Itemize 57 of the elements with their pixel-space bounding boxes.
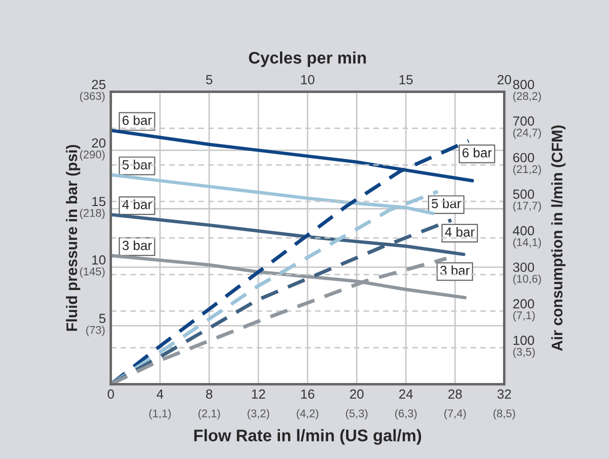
y-tick-label: 20 xyxy=(92,138,106,148)
x-tick-label: 28 xyxy=(448,389,462,399)
x2-tick-label: 10 xyxy=(301,74,314,84)
y-tick-label: 5 xyxy=(99,314,106,324)
text: (1,1) xyxy=(149,409,171,420)
text: (14,1) xyxy=(513,238,541,248)
series-label: 4 bar xyxy=(122,200,152,210)
text: (4,2) xyxy=(296,409,318,420)
y2-tick-label: 400 xyxy=(512,226,534,236)
series-label: 5 bar xyxy=(122,160,152,170)
text: (3,5) xyxy=(513,348,535,358)
x-tick-label: 0 xyxy=(108,389,114,399)
text: (8,5) xyxy=(494,409,515,420)
text: (7,1) xyxy=(513,311,535,322)
text: (24,7) xyxy=(513,128,541,139)
y-tick-label: 10 xyxy=(92,255,106,265)
x2-tick-label: 20 xyxy=(498,74,512,84)
series-label: 6 bar xyxy=(122,115,152,126)
y-tick-label: 25 xyxy=(92,80,106,90)
text: (7,4) xyxy=(444,409,466,420)
x-tick-label: 32 xyxy=(497,389,511,399)
y2-tick-label: 700 xyxy=(513,116,534,126)
series-label: 6 bar xyxy=(462,148,492,158)
x-tick-label: 20 xyxy=(350,389,364,399)
text: (28,2) xyxy=(513,92,541,102)
y2-tick-label: 100 xyxy=(514,336,534,346)
y2-tick-label: 300 xyxy=(513,262,534,272)
y3-tick-label: (290) xyxy=(80,150,105,161)
x-tick-label: 24 xyxy=(399,389,413,399)
y3-tick-label: (363) xyxy=(80,92,105,102)
x-tick-label: 4 xyxy=(156,390,164,399)
y2-tick-label: 800 xyxy=(513,80,534,90)
y3-tick-label: (145) xyxy=(80,267,105,278)
x2-tick-label: 15 xyxy=(400,75,413,84)
y-axis-title: Fluid pressure in bar (psi) xyxy=(66,144,80,331)
text: (17,7) xyxy=(513,201,541,212)
y-tick-label: 15 xyxy=(92,196,106,206)
x2-axis-title: Cycles per min xyxy=(248,51,366,67)
y2-tick-label: 200 xyxy=(513,299,534,308)
text: (6,3) xyxy=(395,409,417,420)
x2-tick-label: 5 xyxy=(206,75,212,84)
text: (2,1) xyxy=(198,409,220,420)
x-axis-title: Flow Rate in l/min (US gal/m) xyxy=(194,429,422,445)
x-tick-label: 12 xyxy=(252,389,266,399)
text: (5,3) xyxy=(346,409,368,420)
y2-tick-label: 600 xyxy=(513,152,534,162)
y2-axis-title: Air consumption in l/min (CFM) xyxy=(551,125,566,351)
text: (3,2) xyxy=(248,409,270,420)
y3-tick-label: (73) xyxy=(86,326,105,336)
x-tick-label: 8 xyxy=(206,389,212,399)
text: (21,2) xyxy=(513,164,541,176)
y3-tick-label: (218) xyxy=(80,208,105,220)
series-label: 3 bar xyxy=(122,240,152,250)
series-label: 4 bar xyxy=(444,227,475,237)
y2-tick-label: 500 xyxy=(513,189,534,199)
x-tick-label: 16 xyxy=(301,389,314,399)
text: (10,6) xyxy=(513,274,541,285)
